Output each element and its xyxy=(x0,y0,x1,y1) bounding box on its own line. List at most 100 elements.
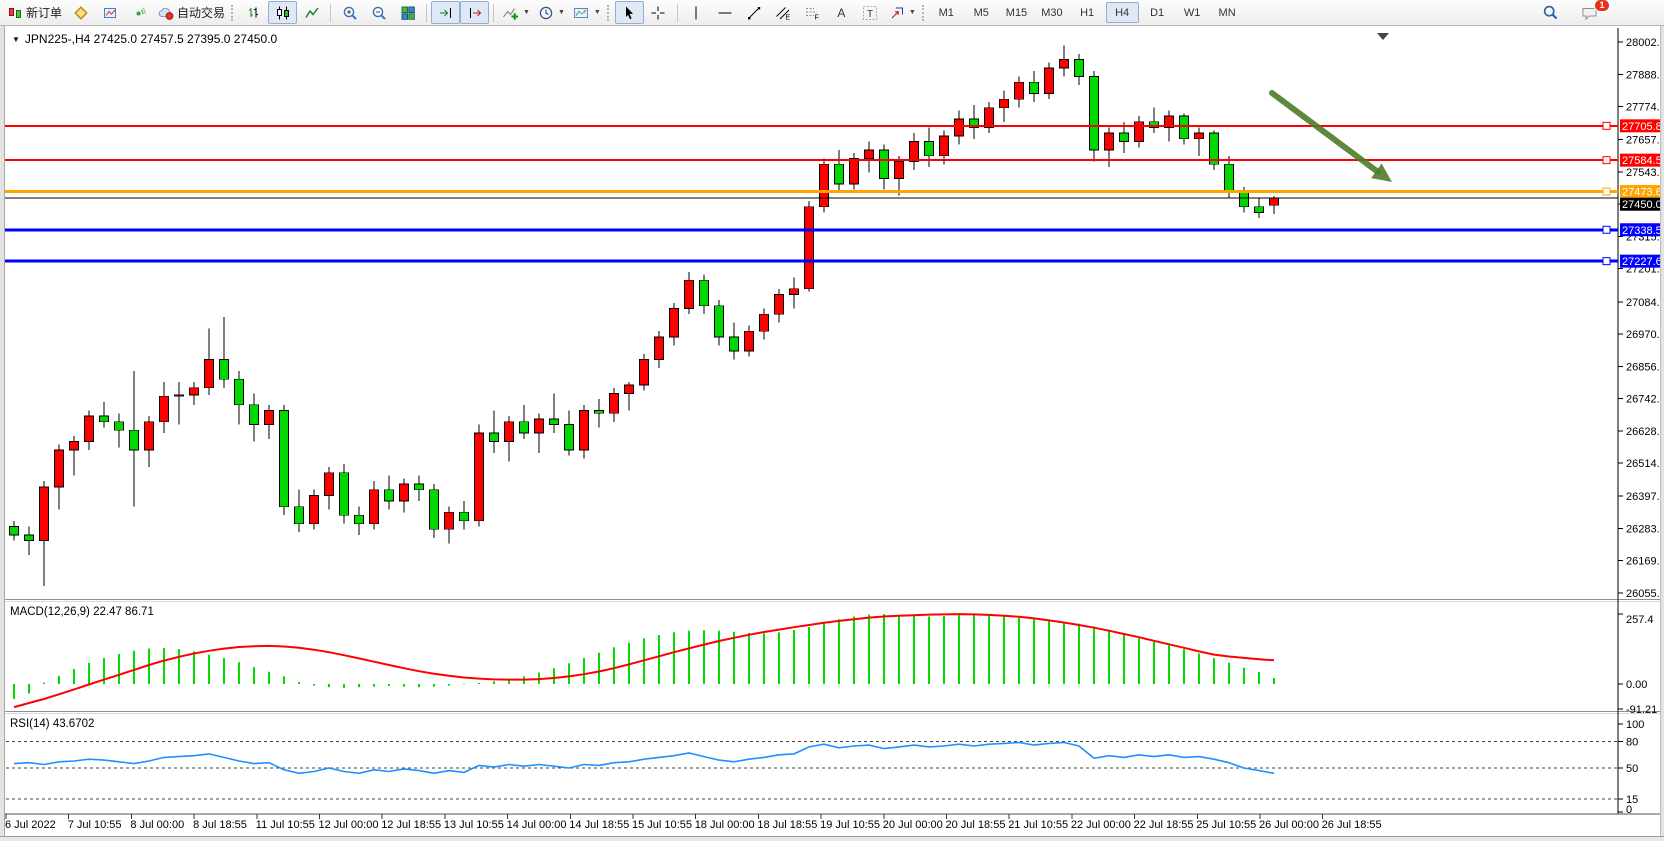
candlestick-button[interactable] xyxy=(268,1,298,24)
level-handle[interactable] xyxy=(1602,156,1611,165)
price-level-badge-label: 27473.6 xyxy=(1622,187,1662,199)
profile-icon xyxy=(73,5,88,20)
bull-candle xyxy=(774,294,784,315)
horizontal-line-tool-button[interactable] xyxy=(711,1,740,24)
bear-candle xyxy=(924,141,934,157)
time-tick-label: 11 Jul 10:55 xyxy=(256,819,315,831)
auto-scroll-button[interactable] xyxy=(431,1,461,24)
indicators-button[interactable]: ▼ xyxy=(498,1,534,24)
price-level-badge-label: 27338.5 xyxy=(1622,225,1662,237)
vertical-line-tool-button[interactable] xyxy=(682,1,711,24)
zoom-in-button[interactable] xyxy=(335,1,364,24)
equidistant-channel-icon: E xyxy=(776,6,791,21)
price-tick-label: 27543.0 xyxy=(1626,167,1664,179)
symbol-dropdown-icon[interactable]: ▼ xyxy=(12,34,20,44)
price-tick-label: 26970.0 xyxy=(1626,329,1664,341)
bull-candle xyxy=(819,163,829,208)
notification-count-badge: 1 xyxy=(1594,0,1610,12)
tf-button-M1[interactable]: M1 xyxy=(938,6,954,19)
trendline-tool-button[interactable] xyxy=(740,1,769,24)
cursor-button[interactable] xyxy=(614,1,644,24)
bull-candle xyxy=(1014,81,1024,100)
time-tick-label: 8 Jul 18:55 xyxy=(193,819,247,831)
fibonacci-tool-button[interactable]: F xyxy=(798,1,827,24)
bull-candle xyxy=(864,149,874,159)
chart-shift-marker-icon[interactable] xyxy=(1377,33,1389,40)
price-tick-label: 26169.0 xyxy=(1626,556,1664,568)
bear-candle xyxy=(594,410,604,414)
add-indicator-icon xyxy=(503,7,519,20)
level-handle[interactable] xyxy=(1602,225,1611,234)
bear-candle xyxy=(489,432,499,442)
tf-button-M5[interactable]: M5 xyxy=(973,6,989,19)
level-lines[interactable]: 27705.8 27584.5 27338.5 27227.6 27473.627450… xyxy=(0,119,1664,268)
window-right-edge xyxy=(1660,26,1664,836)
text-tool-button[interactable]: A xyxy=(827,1,856,24)
bear-candle xyxy=(414,483,424,491)
vertical-line-icon xyxy=(695,6,697,19)
tile-windows-button[interactable] xyxy=(393,1,422,24)
market-watch-button[interactable] xyxy=(124,1,153,24)
fibonacci-icon: F xyxy=(806,7,819,21)
search-button[interactable] xyxy=(1536,1,1565,24)
tf-button-W1[interactable]: W1 xyxy=(1183,6,1201,19)
bear-candle xyxy=(114,421,124,431)
autotrading-button[interactable]: 自动交易 xyxy=(153,1,229,24)
crosshair-icon xyxy=(651,6,665,19)
level-handle[interactable] xyxy=(1602,121,1611,130)
zoom-out-button[interactable] xyxy=(364,1,393,24)
bear-candle xyxy=(1089,76,1099,151)
macd-label: MACD(12,26,9) 22.47 86.71 xyxy=(10,606,154,618)
bear-candle xyxy=(1029,81,1039,94)
autotrading-cloud-icon xyxy=(158,7,174,20)
line-chart-button[interactable] xyxy=(297,1,326,24)
bull-candle xyxy=(804,206,814,290)
horizontal-line-icon xyxy=(718,12,732,13)
notifications-button[interactable]: 1 xyxy=(1575,0,1610,24)
text-label-icon: T xyxy=(863,5,878,20)
tile-windows-icon xyxy=(401,6,415,20)
time-tick-label: 12 Jul 00:00 xyxy=(319,819,379,831)
time-tick-label: 20 Jul 00:00 xyxy=(883,819,943,831)
arrow-shaft[interactable] xyxy=(1269,90,1381,175)
trend-arrow-annotation[interactable] xyxy=(1269,90,1392,182)
bull-candle xyxy=(1104,132,1114,151)
arrows-tool-button[interactable]: ▼ xyxy=(885,1,920,24)
time-tick-label: 19 Jul 10:55 xyxy=(820,819,880,831)
bear-candle xyxy=(1179,115,1189,140)
tf-button-D1[interactable]: D1 xyxy=(1150,6,1165,19)
tf-button-H1[interactable]: H1 xyxy=(1080,6,1095,19)
new-order-button[interactable]: 新订单 xyxy=(4,1,66,24)
arrow-objects-icon xyxy=(891,7,903,18)
chart-canvas[interactable]: 28002.027888.027774.027657.027543.027429… xyxy=(0,26,1664,836)
tf-button-M30[interactable]: M30 xyxy=(1041,6,1063,19)
level-handle[interactable] xyxy=(1602,187,1611,196)
tf-button-M15[interactable]: M15 xyxy=(1005,6,1028,19)
bull-candle xyxy=(324,472,334,496)
profile-button[interactable] xyxy=(66,1,95,24)
time-tick-label: 22 Jul 00:00 xyxy=(1071,819,1131,831)
crosshair-button[interactable] xyxy=(644,1,673,24)
clock-icon xyxy=(539,6,553,19)
templates-button[interactable]: ▼ xyxy=(569,1,605,24)
bear-candle xyxy=(429,489,439,530)
tf-button-MN[interactable]: MN xyxy=(1218,6,1236,19)
panel-frames xyxy=(0,28,1664,815)
bar-chart-button[interactable] xyxy=(239,1,268,24)
tf-button-H4[interactable]: H4 xyxy=(1105,2,1139,23)
channel-tool-button[interactable]: E xyxy=(769,1,798,24)
arrow-head xyxy=(1371,163,1392,182)
chart-template-icon xyxy=(573,7,588,18)
rsi-levels: 100 80 50 150 xyxy=(0,719,1644,816)
charts-button[interactable] xyxy=(95,1,124,24)
chart-window[interactable]: ▼ JPN225-,H4 27425.0 27457.5 27395.0 274… xyxy=(0,26,1664,837)
periods-button[interactable]: ▼ xyxy=(534,1,569,24)
chart-shift-button[interactable] xyxy=(460,1,490,24)
rsi-label: RSI(14) 43.6702 xyxy=(10,718,94,730)
text-label-tool-button[interactable]: T xyxy=(856,1,885,24)
level-handle[interactable] xyxy=(1602,257,1611,266)
bull-candle xyxy=(999,98,1009,109)
bear-candle xyxy=(879,149,889,179)
time-axis[interactable]: 6 Jul 2022 7 Jul 10:55 8 Jul 00:00 8 Jul 18… xyxy=(5,814,1382,831)
price-level-badge-label: 27227.6 xyxy=(1622,256,1662,268)
